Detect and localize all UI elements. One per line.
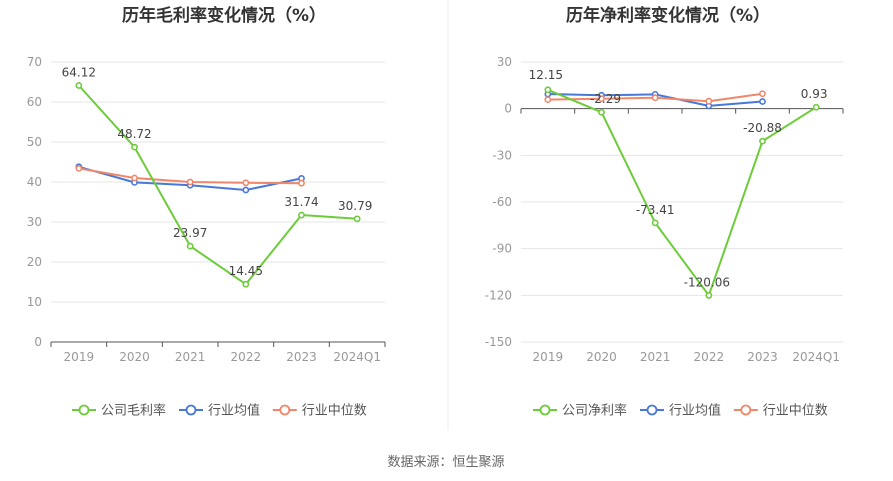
x-tick-label: 2021 bbox=[175, 350, 206, 364]
x-tick-label: 2019 bbox=[64, 350, 95, 364]
data-point[interactable] bbox=[759, 137, 766, 145]
y-tick-label: -60 bbox=[492, 195, 512, 209]
y-tick-label: 30 bbox=[27, 215, 42, 229]
x-tick-label: 2020 bbox=[586, 350, 617, 364]
x-tick-label: 2021 bbox=[640, 350, 671, 364]
y-tick-label: 20 bbox=[27, 255, 42, 269]
data-point[interactable] bbox=[705, 97, 713, 105]
x-tick-label: 2024Q1 bbox=[333, 350, 381, 364]
y-tick-label: -30 bbox=[492, 148, 512, 162]
legend-swatch-marker bbox=[78, 404, 90, 416]
data-label: 23.97 bbox=[173, 226, 207, 240]
data-label: -20.88 bbox=[743, 121, 782, 135]
data-point[interactable] bbox=[651, 94, 659, 102]
legend-label: 行业中位数 bbox=[763, 404, 828, 419]
data-point[interactable] bbox=[298, 211, 305, 219]
x-tick-label: 2023 bbox=[286, 350, 317, 364]
data-label: -120.06 bbox=[684, 275, 730, 289]
legend-swatch-marker bbox=[279, 404, 291, 416]
legend-label: 行业中位数 bbox=[302, 404, 367, 419]
legend-label: 公司净利率 bbox=[562, 403, 627, 419]
legend-swatch-marker bbox=[740, 404, 752, 416]
series-line-company bbox=[78, 84, 358, 286]
y-tick-label: 70 bbox=[27, 55, 42, 69]
data-point[interactable] bbox=[242, 186, 250, 194]
x-tick-label: 2023 bbox=[747, 350, 778, 364]
legend-label: 行业均值 bbox=[208, 403, 260, 419]
data-label: -73.41 bbox=[636, 203, 675, 217]
legend-item-industry_avg[interactable]: 行业均值 bbox=[179, 403, 260, 419]
data-point[interactable] bbox=[705, 292, 713, 299]
y-tick-label: 0 bbox=[34, 335, 42, 349]
x-tick-label: 2020 bbox=[119, 350, 150, 364]
data-point[interactable] bbox=[544, 96, 552, 104]
data-point[interactable] bbox=[131, 143, 138, 151]
data-point[interactable] bbox=[242, 280, 250, 288]
data-point[interactable] bbox=[242, 179, 250, 187]
data-point[interactable] bbox=[75, 82, 83, 89]
legend-item-company[interactable]: 公司毛利率 bbox=[72, 403, 166, 419]
series-line-company bbox=[547, 88, 817, 297]
data-point[interactable] bbox=[131, 174, 138, 182]
x-tick-label: 2022 bbox=[694, 350, 725, 364]
data-label: 64.12 bbox=[62, 66, 96, 80]
x-tick-label: 2022 bbox=[231, 350, 262, 364]
data-label: 12.15 bbox=[529, 68, 563, 82]
y-tick-label: 40 bbox=[27, 175, 42, 189]
source-note: 数据来源：恒生聚源 bbox=[387, 455, 504, 470]
legend-swatch-marker bbox=[185, 404, 197, 416]
x-tick-label: 2024Q1 bbox=[792, 350, 840, 364]
y-tick-label: -120 bbox=[485, 288, 512, 302]
data-label: 0.93 bbox=[801, 87, 828, 101]
data-point[interactable] bbox=[186, 178, 194, 186]
net-margin-chart: 历年净利率变化情况（%） -150 -120 -90 -60 -30 0 30 2019 2020… bbox=[485, 5, 844, 419]
legend-label: 公司毛利率 bbox=[101, 403, 166, 419]
data-point[interactable] bbox=[75, 164, 83, 172]
y-tick-label: 50 bbox=[27, 135, 42, 149]
data-point[interactable] bbox=[759, 90, 766, 98]
data-point[interactable] bbox=[353, 215, 361, 223]
y-tick-label: 10 bbox=[27, 295, 42, 309]
data-point[interactable] bbox=[759, 98, 766, 105]
y-tick-label: 0 bbox=[504, 102, 512, 116]
data-label: 14.45 bbox=[229, 264, 263, 278]
data-label: 31.74 bbox=[284, 195, 318, 209]
data-label: -2.29 bbox=[590, 92, 621, 106]
gross-margin-chart: 历年毛利率变化情况（%） 0 10 20 30 40 50 60 70 2019 2020 2021 2… bbox=[27, 5, 386, 419]
y-tick-label: -150 bbox=[485, 335, 512, 349]
data-point[interactable] bbox=[598, 95, 605, 103]
data-point[interactable] bbox=[298, 179, 305, 187]
x-tick-label: 2019 bbox=[533, 350, 564, 364]
chart-title: 历年毛利率变化情况（%） bbox=[122, 5, 326, 26]
y-tick-label: 30 bbox=[497, 55, 512, 69]
legend-item-industry_avg[interactable]: 行业均值 bbox=[640, 403, 721, 419]
data-point[interactable] bbox=[544, 86, 552, 94]
legend-item-industry_median[interactable]: 行业中位数 bbox=[272, 404, 367, 419]
legend-label: 行业均值 bbox=[669, 403, 721, 419]
legend-item-industry_median[interactable]: 行业中位数 bbox=[733, 404, 828, 419]
data-point[interactable] bbox=[598, 108, 605, 116]
data-label: 30.79 bbox=[338, 199, 372, 213]
y-tick-label: -90 bbox=[492, 242, 512, 256]
y-tick-label: 60 bbox=[27, 95, 42, 109]
legend-swatch-marker bbox=[539, 404, 551, 416]
chart-title: 历年净利率变化情况（%） bbox=[566, 5, 770, 26]
data-point[interactable] bbox=[651, 219, 659, 227]
data-point[interactable] bbox=[186, 242, 194, 250]
data-point[interactable] bbox=[812, 103, 820, 111]
legend-item-company[interactable]: 公司净利率 bbox=[533, 403, 627, 419]
legend-swatch-marker bbox=[646, 404, 658, 416]
data-label: 48.72 bbox=[117, 127, 151, 141]
